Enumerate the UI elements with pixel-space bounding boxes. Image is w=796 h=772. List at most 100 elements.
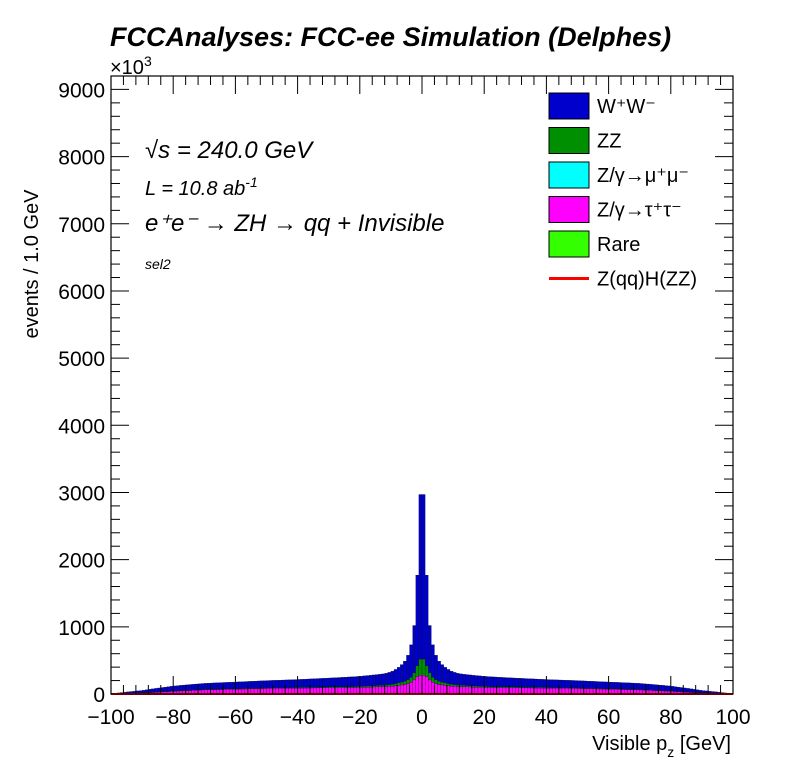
bar-segment bbox=[574, 680, 578, 688]
bar-segment bbox=[465, 685, 469, 687]
bar-segment bbox=[372, 674, 376, 686]
bar-segment bbox=[400, 664, 404, 683]
bar-segment bbox=[589, 681, 594, 689]
bar-segment bbox=[434, 655, 438, 680]
bar-segment bbox=[387, 672, 392, 685]
bar-segment bbox=[328, 686, 332, 688]
bar-segment bbox=[462, 674, 466, 686]
bar-segment bbox=[396, 667, 401, 683]
bar-segment bbox=[415, 676, 420, 694]
bar-segment bbox=[673, 686, 678, 692]
bar-segment bbox=[456, 673, 460, 686]
bar-segment bbox=[151, 688, 155, 693]
bar-segment bbox=[403, 681, 407, 685]
selection-annotation: sel2 bbox=[145, 256, 171, 272]
bar-segment bbox=[409, 677, 413, 683]
bar-segment bbox=[512, 686, 516, 688]
bar-segment bbox=[477, 675, 482, 687]
x-tick-label: −40 bbox=[280, 706, 316, 729]
bar-segment bbox=[471, 675, 475, 686]
bar-segment bbox=[396, 682, 401, 686]
bar-segment bbox=[437, 684, 441, 694]
bar-segment bbox=[698, 690, 703, 693]
bar-segment bbox=[328, 677, 332, 688]
legend-label: Z/γ→μ⁺μ⁻ bbox=[597, 165, 689, 187]
y-tick-label: 7000 bbox=[58, 214, 105, 237]
bar-segment bbox=[627, 682, 631, 690]
bar-segment bbox=[648, 684, 653, 691]
bar-segment bbox=[443, 667, 448, 683]
bar-segment bbox=[462, 685, 466, 687]
bar-segment bbox=[624, 682, 628, 690]
bar-segment bbox=[536, 687, 541, 694]
bar-segment bbox=[275, 680, 280, 688]
bar-segment bbox=[499, 687, 503, 694]
bar-segment bbox=[540, 687, 544, 694]
bar-segment bbox=[353, 676, 357, 687]
bar-segment bbox=[415, 665, 420, 678]
bar-segment bbox=[499, 677, 503, 687]
bar-segment bbox=[241, 681, 245, 689]
bar-segment bbox=[350, 687, 354, 694]
bar-segment bbox=[341, 677, 345, 687]
bar-segment bbox=[216, 682, 220, 690]
y-tick-label: 0 bbox=[93, 684, 105, 707]
energy-value: = 240.0 GeV bbox=[170, 137, 314, 164]
bar-segment bbox=[138, 690, 143, 693]
bar-segment bbox=[474, 687, 479, 694]
bar-segment bbox=[412, 625, 416, 673]
bar-segment bbox=[468, 674, 472, 686]
bar-segment bbox=[378, 674, 382, 686]
bar-segment bbox=[341, 687, 345, 694]
bar-segment bbox=[213, 682, 217, 690]
x-axis-label: Visible pz [GeV] bbox=[592, 733, 731, 760]
bar-segment bbox=[201, 683, 205, 690]
bar-segment bbox=[465, 686, 469, 694]
bar-segment bbox=[403, 684, 407, 694]
legend-swatch bbox=[548, 196, 590, 223]
bar-segment bbox=[390, 684, 395, 687]
luminosity-exponent: -1 bbox=[245, 174, 257, 190]
bar-segment bbox=[515, 678, 519, 688]
bar-segment bbox=[459, 673, 463, 686]
bar-segment bbox=[549, 679, 553, 688]
bar-segment bbox=[689, 688, 693, 693]
bar-segment bbox=[512, 677, 516, 688]
bar-segment bbox=[303, 679, 308, 688]
bar-segment bbox=[353, 686, 357, 688]
bar-segment bbox=[474, 675, 479, 687]
x-tick-label: 80 bbox=[659, 706, 682, 729]
y-tick-label: 8000 bbox=[58, 147, 105, 170]
y-axis-ticks: 0 1000 2000 3000 4000 5000 6000 7000 8000 9000 bbox=[58, 75, 733, 707]
bar-segment bbox=[701, 690, 706, 693]
bar-segment bbox=[524, 687, 528, 694]
bar-segment bbox=[446, 669, 451, 684]
x-axis-label-unit: [GeV] bbox=[674, 733, 731, 755]
bar-segment bbox=[362, 686, 367, 688]
bar-segment bbox=[602, 681, 606, 689]
bar-segment bbox=[524, 678, 528, 688]
legend-label: ZZ bbox=[597, 131, 621, 153]
process-annotation: e⁺e⁻ → ZH → qq + Invisible bbox=[145, 210, 444, 237]
bar-segment bbox=[428, 679, 432, 694]
bar-segment bbox=[387, 684, 392, 687]
x-axis-ticks: −100 −80 −60 −40 −20 0 20 40 60 80 100 bbox=[87, 76, 751, 729]
bar-segment bbox=[362, 675, 367, 687]
bar-segment bbox=[452, 686, 457, 694]
bar-segment bbox=[499, 686, 503, 688]
bar-segment bbox=[337, 677, 342, 687]
legend-label: W⁺W⁻ bbox=[597, 96, 656, 118]
y-multiplier-exponent: 3 bbox=[144, 53, 152, 69]
bar-segment bbox=[313, 678, 317, 688]
legend-label: Z/γ→τ⁺τ⁻ bbox=[597, 200, 682, 222]
bar-segment bbox=[384, 673, 388, 686]
bar-segment bbox=[661, 685, 665, 691]
bar-segment bbox=[437, 681, 441, 685]
bar-segment bbox=[527, 687, 531, 694]
bar-segment bbox=[316, 678, 320, 688]
bar-segment bbox=[375, 674, 379, 686]
legend-label: Z(qq)H(ZZ) bbox=[597, 269, 697, 291]
bar-segment bbox=[487, 686, 491, 688]
x-tick-label: −60 bbox=[218, 706, 254, 729]
bar-segment bbox=[477, 687, 482, 694]
